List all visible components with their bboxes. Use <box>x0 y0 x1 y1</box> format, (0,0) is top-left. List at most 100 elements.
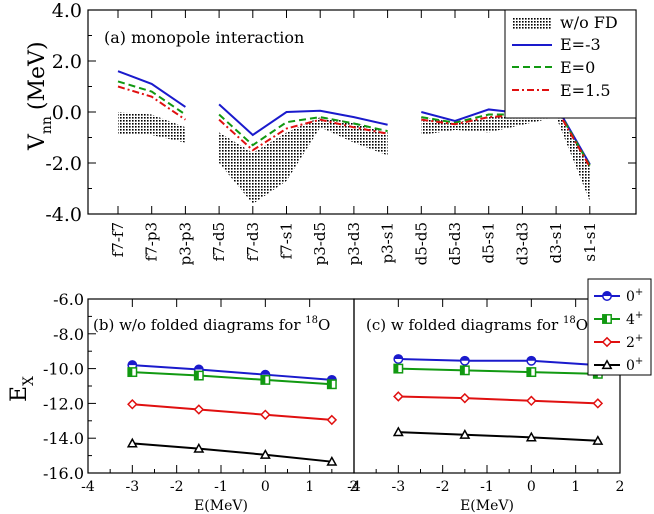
c-xtick-label: 2 <box>616 479 625 495</box>
b-point-3-3 <box>326 455 338 466</box>
b-series-1 <box>132 371 332 386</box>
a-ytick-label: -2.0 <box>45 153 82 175</box>
a-xtick-label-d3-d3: d3-d3 <box>513 222 531 265</box>
c-xtick-label: 1 <box>571 479 580 495</box>
c-legend-marker-3 <box>601 359 613 370</box>
panel-b-xlabel: E(MeV) <box>194 498 248 514</box>
a-xtick-label-p3-d3: p3-d3 <box>345 222 363 265</box>
a-ytick-label: 2.0 <box>52 51 82 73</box>
b-xtick-label: 2 <box>350 479 359 495</box>
a-xtick-label-d5-s1: d5-s1 <box>480 222 498 263</box>
series-E=1.5-group-0 <box>117 85 186 121</box>
a-xtick-label-f7-f7: f7-f7 <box>109 222 127 257</box>
a-xtick-label-p3-s1: p3-s1 <box>379 222 397 263</box>
b-point-3-0 <box>126 437 138 448</box>
b-ytick-label: -12.0 <box>43 394 84 413</box>
c-legend-label-2: 2+ <box>626 333 643 351</box>
c-legend-marker-0-fill <box>602 291 612 296</box>
panel-b-ylabel: EX <box>7 376 37 402</box>
b-xtick-label: -1 <box>214 479 228 495</box>
c-xtick-label: 0 <box>527 479 536 495</box>
b-point-0-1-fill <box>194 365 204 370</box>
c-xtick-label: -2 <box>436 479 450 495</box>
panel-c-w-fd: (c) w folded diagrams for 18O -4 -3 -2 -1 0 1… <box>347 278 652 514</box>
c-point-2-0 <box>393 391 404 402</box>
b-xtick-label: 0 <box>261 479 270 495</box>
a-ytick-label: -4.0 <box>45 204 82 226</box>
c-point-2-2 <box>526 395 537 407</box>
b-xtick-label: -4 <box>81 479 95 495</box>
a-xtick-label-s1-s1: s1-s1 <box>581 222 599 262</box>
c-point-3-0 <box>392 426 404 437</box>
legend-e3-label: E=1.5 <box>560 81 611 100</box>
a-xtick-label-f7-d5: f7-d5 <box>210 222 228 261</box>
panel-c-title: (c) w folded diagrams for 18O <box>366 315 588 334</box>
b-point-2-3 <box>326 414 338 426</box>
c-point-1-2-fill <box>527 367 532 377</box>
b-point-1-3-fill <box>327 380 332 389</box>
c-point-3-3 <box>592 435 604 445</box>
b-series-3 <box>132 442 332 463</box>
b-point-2-2 <box>260 409 271 420</box>
c-xtick-label: -1 <box>480 479 494 495</box>
b-xtick-label: -2 <box>170 479 184 495</box>
b-point-0-3-fill <box>327 375 337 380</box>
a-xtick-label-d3-s1: d3-s1 <box>547 222 565 263</box>
c-point-0-1-fill <box>460 356 470 361</box>
a-ytick-label: 4.0 <box>52 0 82 22</box>
b-xtick-label: 1 <box>305 479 314 495</box>
a-xtick-label-p3-d5: p3-d5 <box>311 222 329 265</box>
a-ytick-label: 0.0 <box>52 102 82 124</box>
b-point-2-0 <box>127 399 138 410</box>
c-legend-marker-1-fill <box>602 314 607 324</box>
series-E=0-group-0 <box>117 80 186 116</box>
c-legend-label-1: 4+ <box>626 310 643 328</box>
panel-c-legend: 0+ 4+ 2+ 0+ <box>587 278 652 376</box>
a-xtick-label-f7-p3: f7-p3 <box>143 222 161 261</box>
b-point-3-1 <box>193 442 205 453</box>
a-xtick-label-f7-d3: f7-d3 <box>244 222 262 261</box>
wofd-band-group-1 <box>219 117 388 204</box>
c-point-2-3 <box>592 398 604 409</box>
panel-a-legend: w/o FD E=-3 E=0 E=1.5 <box>504 9 637 119</box>
c-series-0 <box>398 358 598 367</box>
panel-a-label: (a) monopole interaction <box>104 28 304 47</box>
panel-b-title: (b) w/o folded diagrams for 18O <box>93 315 330 334</box>
b-ytick-label: -14.0 <box>43 429 84 448</box>
b-ytick-label: -8.0 <box>53 325 84 344</box>
series-E=0-group-1 <box>218 113 388 147</box>
b-xtick-label: -3 <box>126 479 140 495</box>
c-series-2 <box>398 395 598 405</box>
c-point-2-1 <box>459 392 471 404</box>
b-series-0 <box>132 364 332 381</box>
c-legend-marker-2 <box>601 336 613 348</box>
a-xtick-label-d5-d3: d5-d3 <box>446 222 464 265</box>
series-E=-3-group-0 <box>117 70 186 108</box>
legend-e1-label: E=-3 <box>560 35 601 54</box>
c-xtick-label: -3 <box>392 479 406 495</box>
c-point-0-0-fill <box>394 354 403 360</box>
c-series-1 <box>398 367 598 375</box>
panel-b-wo-fd: (b) w/o folded diagrams for 18O -16.0 -14… <box>7 290 358 514</box>
legend-wofd-swatch <box>512 17 552 29</box>
c-point-1-0-fill <box>394 364 399 373</box>
b-ytick-label: -16.0 <box>43 464 84 483</box>
c-legend-label-0: 0+ <box>626 287 643 305</box>
a-xtick-label-p3-p3: p3-p3 <box>176 222 194 265</box>
panel-a-monopole: (a) monopole interaction -4.0 -2.0 0.0 2.0 4… <box>25 0 637 265</box>
panel-a-ylabel: Vnn(MeV) <box>25 41 55 151</box>
c-point-1-1-fill <box>460 366 465 375</box>
a-xtick-label-f7-s1: f7-s1 <box>278 222 296 259</box>
b-point-1-2-fill <box>261 375 266 385</box>
wofd-band-group-2 <box>421 106 590 202</box>
b-point-0-2-fill <box>261 370 270 375</box>
b-point-1-0-fill <box>128 367 133 377</box>
b-ytick-label: -6.0 <box>53 290 84 309</box>
c-legend-label-3: 0+ <box>626 356 643 374</box>
c-xtick-label: -4 <box>347 479 361 495</box>
b-point-0-0-fill <box>128 360 137 366</box>
series-E=1.5-group-1 <box>218 118 388 152</box>
c-point-3-1 <box>459 428 471 439</box>
wofd-band-group-0 <box>118 112 186 143</box>
legend-wofd-label: w/o FD <box>560 13 618 32</box>
